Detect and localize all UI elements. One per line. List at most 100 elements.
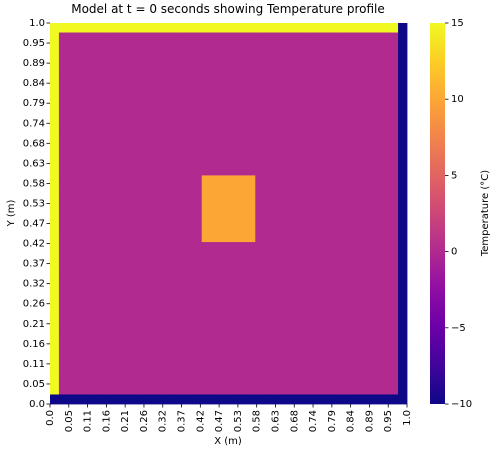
heatmap-cell [210,184,220,195]
heatmap-cell [76,261,87,272]
heatmap-cell [139,242,149,252]
heatmap-cell [94,346,104,357]
heatmap-cell [210,61,220,72]
heatmap-cell [201,318,212,329]
heatmap-cell [237,270,247,281]
heatmap-cell [228,299,238,310]
heatmap-cell [335,127,345,138]
heatmap-cell [335,108,345,119]
heatmap-cell [130,127,140,138]
heatmap-cell [157,375,167,386]
heatmap-cell [389,289,399,300]
heatmap-cell [50,270,60,281]
heatmap-cell [76,184,87,195]
heatmap-cell [264,118,274,129]
heatmap-cell [130,280,140,291]
heatmap-cell [228,223,238,233]
heatmap-cell [174,127,185,138]
heatmap-cell [398,80,408,91]
heatmap-cell [85,270,96,281]
heatmap-cell [112,280,122,291]
heatmap-cell [273,375,283,386]
heatmap-cell [67,289,78,300]
heatmap-cell [398,251,408,262]
heatmap-cell [174,23,185,33]
heatmap-cell [290,261,301,272]
heatmap-cell [264,299,274,310]
heatmap-cell [157,384,167,395]
heatmap-cell [326,108,336,119]
heatmap-cell [58,289,69,300]
heatmap-cell [50,356,60,367]
y-axis-label: Y (m) [6,199,17,227]
heatmap-cell [50,99,60,110]
heatmap-cell [112,137,122,148]
heatmap-cell [50,118,60,129]
heatmap-cell [103,213,113,224]
heatmap-cell [76,289,87,300]
heatmap-cell [67,251,78,262]
heatmap-cell [353,99,363,110]
heatmap-cell [308,23,319,33]
heatmap-cell [166,99,176,110]
heatmap-cell [94,251,104,262]
heatmap-cell [237,51,247,62]
heatmap-cell [157,299,167,310]
heatmap-cell [174,365,185,376]
heatmap-cell [255,89,265,100]
heatmap-cell [371,70,381,81]
heatmap-cell [398,308,408,319]
heatmap-cell [264,318,274,329]
heatmap-cell [112,203,122,214]
heatmap-cell [85,70,96,81]
heatmap-cell [166,308,176,319]
heatmap-cell [237,42,247,52]
heatmap-cell [183,61,194,72]
heatmap-cell [362,280,372,291]
heatmap-cell [139,356,149,367]
heatmap-cell [308,270,319,281]
heatmap-cell [282,32,292,43]
heatmap-cell [290,223,301,233]
heatmap-cell [103,32,113,43]
heatmap-cell [112,261,122,272]
heatmap-cell [398,137,408,148]
heatmap-cell [371,127,381,138]
heatmap-cell [362,23,372,33]
heatmap-cell [76,89,87,100]
heatmap-cell [273,23,283,33]
heatmap-cell [353,384,363,395]
heatmap-cell [157,70,167,81]
heatmap-cell [103,156,113,167]
heatmap-cell [389,365,399,376]
heatmap-cell [362,165,372,176]
heatmap-cell [237,165,247,176]
heatmap-cell [103,327,113,338]
heatmap-cell [237,261,247,272]
heatmap-cell [130,223,140,233]
heatmap-cell [308,184,319,195]
heatmap-cell [157,194,167,205]
heatmap-cell [282,308,292,319]
heatmap-cell [58,270,69,281]
heatmap-cell [335,280,345,291]
heatmap-cell [228,280,238,291]
heatmap-cell [50,327,60,338]
heatmap-cell [174,156,185,167]
heatmap-cell [157,32,167,43]
heatmap-cell [112,89,122,100]
heatmap-cell [50,289,60,300]
heatmap-cell [273,108,283,119]
heatmap-cell [201,42,212,52]
heatmap-cell [362,365,372,376]
heatmap-cell [389,80,399,91]
heatmap-cell [67,299,78,310]
heatmap-cell [290,175,301,186]
heatmap-cell [282,251,292,262]
heatmap-cell [174,184,185,195]
heatmap-cell [210,384,220,395]
heatmap-cell [398,346,408,357]
heatmap-cell [157,289,167,300]
heatmap-cell [76,318,87,329]
heatmap-cell [192,108,203,119]
